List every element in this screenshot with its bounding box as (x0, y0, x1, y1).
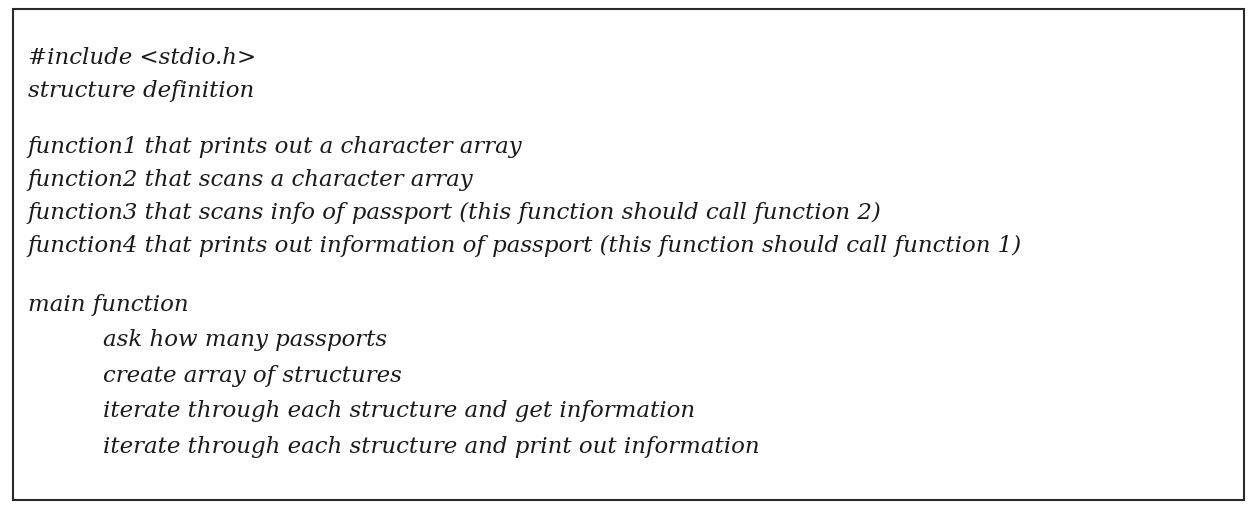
Text: main function: main function (28, 294, 189, 316)
Text: function3 that scans info of passport (this function should call function 2): function3 that scans info of passport (t… (28, 202, 882, 225)
Text: create array of structures: create array of structures (103, 365, 403, 387)
Text: structure definition: structure definition (28, 80, 254, 103)
FancyBboxPatch shape (13, 9, 1244, 500)
Text: function2 that scans a character array: function2 that scans a character array (28, 169, 473, 192)
Text: iterate through each structure and print out information: iterate through each structure and print… (103, 436, 760, 458)
Text: function1 that prints out a character array: function1 that prints out a character ar… (28, 136, 522, 158)
Text: ask how many passports: ask how many passports (103, 329, 387, 352)
Text: iterate through each structure and get information: iterate through each structure and get i… (103, 400, 696, 423)
Text: #include <stdio.h>: #include <stdio.h> (28, 47, 255, 70)
Text: function4 that prints out information of passport (this function should call fun: function4 that prints out information of… (28, 235, 1021, 258)
